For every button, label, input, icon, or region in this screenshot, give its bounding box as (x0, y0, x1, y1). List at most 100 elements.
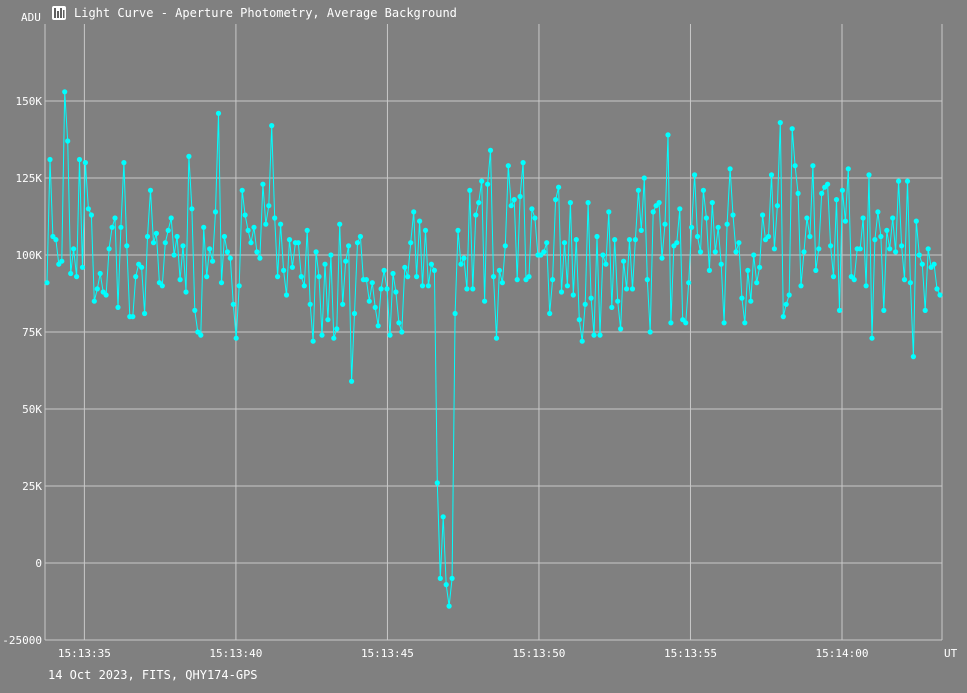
data-point (334, 326, 340, 332)
data-point (171, 252, 177, 258)
data-point (798, 283, 804, 289)
data-point (550, 277, 556, 283)
data-point (449, 575, 455, 582)
y-tick-label: 150K (16, 95, 43, 108)
data-point (283, 292, 290, 298)
data-point (721, 320, 727, 326)
data-point (869, 335, 875, 341)
data-point (677, 206, 683, 212)
data-point (901, 277, 908, 283)
data-point (697, 249, 704, 255)
data-point (434, 480, 440, 486)
data-point (745, 267, 751, 273)
data-point (632, 237, 639, 243)
data-point (210, 258, 216, 264)
data-point (609, 304, 615, 310)
data-point (597, 332, 603, 338)
data-point (112, 215, 118, 221)
data-point (408, 240, 414, 246)
data-point (269, 123, 275, 129)
data-point (443, 582, 449, 588)
data-point (301, 283, 307, 289)
data-point (275, 274, 281, 280)
data-point (668, 320, 674, 326)
x-axis-tick-labels: 15:13:35 15:13:40 15:13:45 15:13:50 15:13:55… (58, 647, 869, 660)
data-point (724, 221, 730, 227)
data-point (346, 243, 352, 249)
data-point (916, 252, 922, 258)
data-point (890, 215, 896, 221)
data-point (325, 317, 331, 323)
data-point (860, 215, 866, 221)
data-point (180, 243, 186, 249)
data-point (742, 320, 748, 326)
data-point (638, 227, 644, 233)
chart-title: Light Curve - Aperture Photometry, Avera… (74, 6, 457, 20)
data-point (712, 249, 718, 255)
data-point (207, 246, 213, 252)
x-tick-label: 15:13:45 (361, 647, 414, 660)
data-point (319, 332, 325, 338)
data-point (576, 317, 582, 323)
data-point (878, 233, 884, 240)
data-point (517, 193, 523, 200)
data-point (485, 181, 491, 187)
data-point (414, 274, 420, 280)
axes (44, 24, 943, 641)
data-point (331, 335, 337, 341)
data-point (183, 289, 189, 295)
data-point (257, 255, 263, 261)
data-point (703, 215, 710, 221)
data-point (795, 190, 801, 196)
data-point (836, 307, 843, 313)
data-point (411, 209, 417, 215)
data-point (656, 200, 662, 206)
data-point (384, 286, 390, 292)
data-point (561, 240, 568, 246)
data-point (493, 335, 500, 341)
data-point (65, 138, 71, 144)
data-point (313, 249, 319, 255)
data-point (165, 227, 171, 233)
data-point (328, 252, 334, 258)
data-point (221, 233, 227, 240)
data-point (715, 224, 721, 230)
data-point (863, 283, 869, 289)
data-point (618, 326, 624, 332)
light-curve-app-icon[interactable] (52, 6, 66, 20)
data-point (529, 206, 535, 212)
data-point (159, 283, 165, 289)
data-point (490, 274, 497, 280)
data-point (588, 295, 594, 301)
data-point (476, 200, 482, 206)
data-point (650, 209, 656, 215)
data-point (470, 286, 476, 292)
data-point (919, 261, 925, 267)
data-point (147, 187, 154, 193)
data-point (150, 240, 157, 246)
data-point (366, 298, 372, 304)
data-point (130, 314, 136, 320)
data-point (896, 178, 902, 184)
data-point (121, 160, 127, 166)
data-point (396, 320, 402, 326)
data-point (204, 274, 210, 280)
data-point (378, 286, 384, 292)
data-point (665, 132, 671, 138)
data-point (452, 310, 458, 317)
data-point (730, 212, 736, 218)
data-point (579, 338, 585, 344)
data-point (124, 243, 130, 249)
data-point (245, 227, 251, 233)
data-point (801, 249, 807, 255)
data-point (635, 187, 642, 193)
data-point (390, 270, 396, 277)
data-point (422, 227, 429, 233)
data-point (757, 264, 763, 270)
y-tick-label: -25000 (2, 634, 42, 647)
data-point (907, 280, 914, 286)
data-point (777, 120, 783, 126)
data-point (603, 261, 609, 267)
data-point (464, 286, 470, 292)
